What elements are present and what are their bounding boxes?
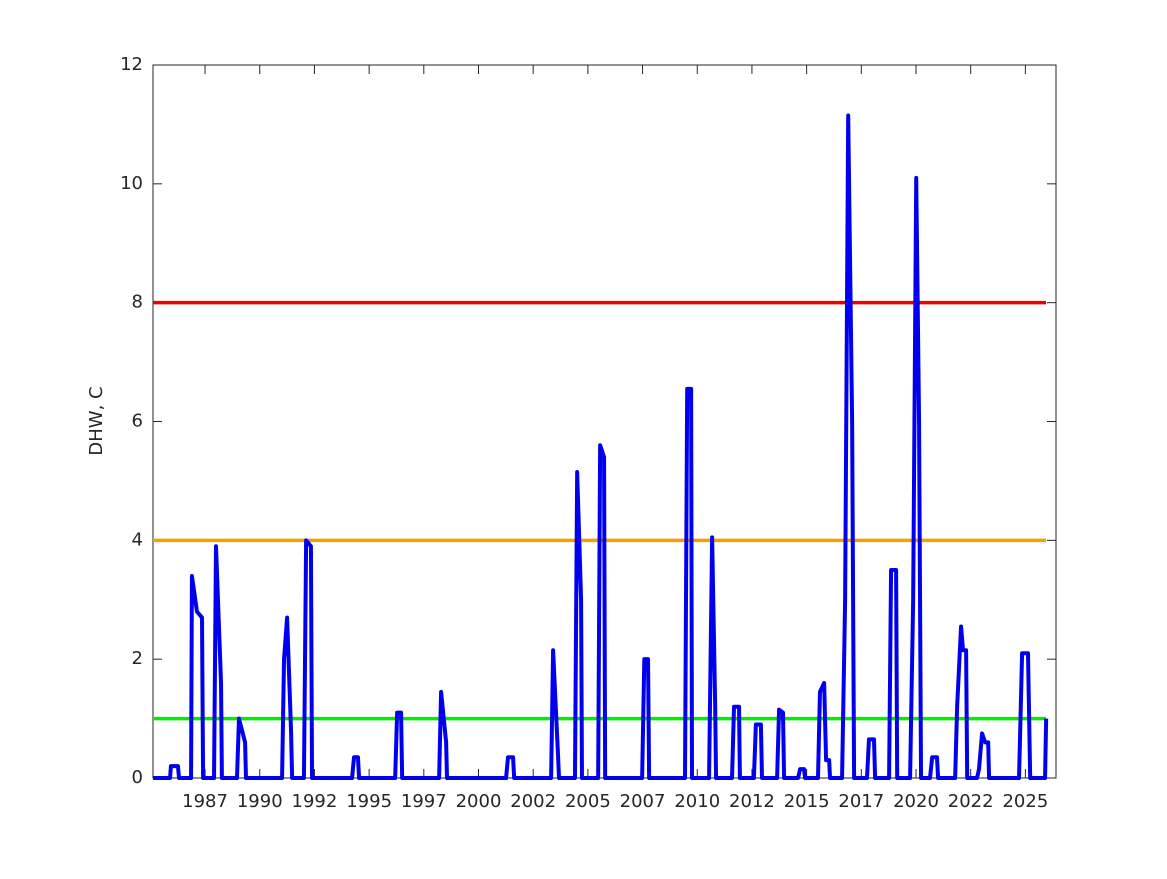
data-line	[153, 113, 1049, 780]
x-tick-label: 2020	[893, 791, 939, 812]
x-tick-label: 2002	[510, 791, 556, 812]
x-tick-label: 1997	[401, 791, 447, 812]
y-tick-label: 12	[120, 54, 143, 75]
x-tick-label: 2022	[948, 791, 994, 812]
y-tick-label: 6	[132, 411, 143, 432]
x-tick-label: 2012	[729, 791, 775, 812]
y-axis-label: DHW, C	[86, 386, 107, 455]
y-tick-label: 4	[132, 529, 143, 550]
x-tick-label: 1992	[292, 791, 338, 812]
x-tick-label: 2025	[1002, 791, 1048, 812]
x-tick-label: 1987	[182, 791, 228, 812]
x-tick-label: 2007	[620, 791, 666, 812]
y-tick-label: 0	[132, 767, 143, 788]
x-tick-label: 2015	[784, 791, 830, 812]
x-tick-label: 2010	[674, 791, 720, 812]
y-tick-label: 2	[132, 648, 143, 669]
x-tick-label: 2005	[565, 791, 611, 812]
y-tick-label: 10	[120, 173, 143, 194]
x-tick-label: 1990	[237, 791, 283, 812]
y-tick-label: 8	[132, 292, 143, 313]
x-tick-label: 2000	[456, 791, 502, 812]
x-tick-label: 2017	[838, 791, 884, 812]
x-tick-label: 1995	[346, 791, 392, 812]
